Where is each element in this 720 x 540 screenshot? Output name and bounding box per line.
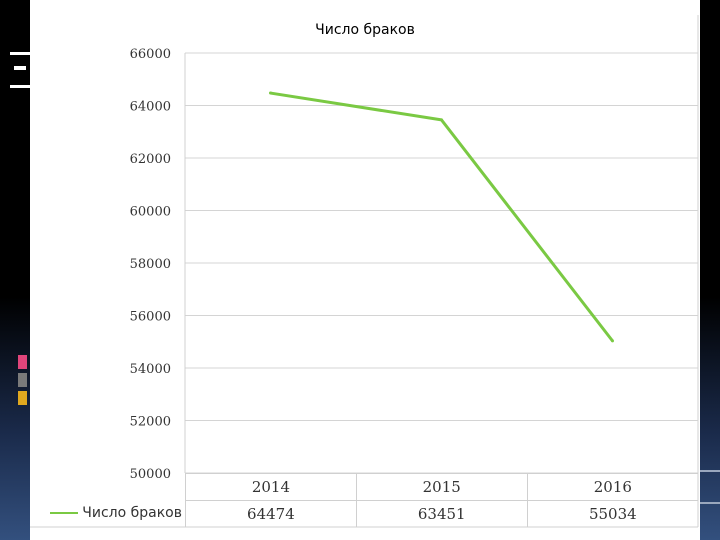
y-tick-label: 50000: [130, 467, 171, 482]
chart-panel: 50000 52000 54000 56000 58000 60000 62000 64000…: [30, 0, 700, 540]
data-table-value-row: 64474 63451 55034: [185, 500, 698, 527]
y-tick-label: 54000: [130, 362, 171, 377]
data-table-category: 2015: [355, 473, 528, 501]
decorative-bar-gold: [18, 391, 27, 405]
y-tick-label: 62000: [130, 152, 171, 167]
legend-swatch: [50, 512, 79, 514]
data-table-category: 2014: [185, 473, 357, 501]
y-tick-label: 64000: [130, 100, 171, 115]
decorative-bar-pink: [18, 355, 27, 369]
decorative-bar-gray: [18, 373, 27, 387]
y-tick-label: 60000: [130, 205, 171, 220]
data-table-value: 64474: [185, 500, 357, 527]
y-tick-label: 52000: [130, 415, 171, 430]
data-table: 2014 2015 2016 64474 63451 55034: [185, 473, 698, 527]
data-point: [611, 339, 614, 343]
data-table-category: 2016: [526, 473, 698, 501]
chart-svg: 50000 52000 54000 56000 58000 60000 62000 64000…: [30, 15, 699, 528]
legend-label: Число браков: [82, 505, 182, 521]
legend: Число браков: [30, 500, 185, 526]
data-table-value: 55034: [526, 500, 698, 527]
decorative-dash: [10, 52, 30, 88]
y-tick-label: 66000: [130, 47, 171, 62]
decorative-bars: [18, 355, 27, 409]
y-tick-label: 56000: [130, 310, 171, 325]
chart-title: Число браков: [315, 22, 415, 38]
data-table-value: 63451: [355, 500, 528, 527]
data-point: [440, 118, 443, 122]
data-point: [269, 91, 272, 95]
decorative-right-mark: [700, 470, 720, 504]
y-tick-label: 58000: [130, 257, 171, 272]
data-table-header-row: 2014 2015 2016: [185, 473, 698, 501]
series-line: [270, 91, 614, 342]
